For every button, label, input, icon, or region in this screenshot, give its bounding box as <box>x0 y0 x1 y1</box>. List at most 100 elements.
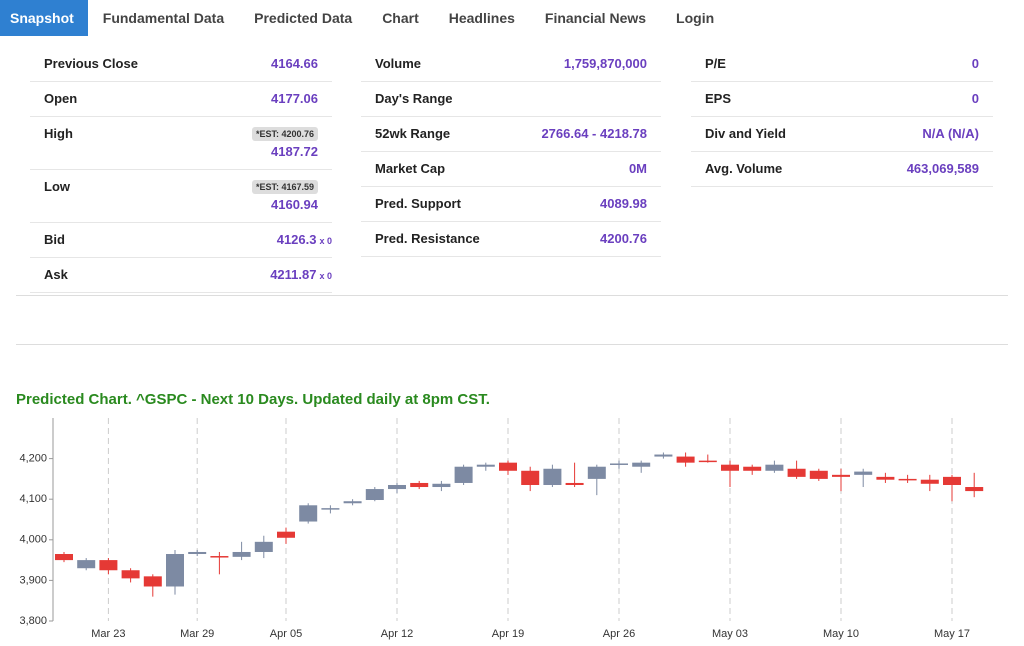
stat-value: 4160.94 <box>271 197 318 212</box>
value-text: 0 <box>971 56 979 71</box>
y-tick-label: 3,800 <box>19 615 47 627</box>
stat-value: 2766.64 - 4218.78 <box>541 126 647 141</box>
stat-value: 4126.3 x 0 <box>277 232 332 247</box>
stat-value: 4177.06 <box>271 91 318 106</box>
nav-tab[interactable]: Predicted Data <box>254 10 353 26</box>
candle-body <box>299 505 318 522</box>
nav-tab[interactable]: Login <box>676 10 715 26</box>
nav-bar: Snapshot Fundamental Data Predicted Data Ch… <box>0 0 729 36</box>
chart-title: Predicted Chart. ^GSPC - Next 10 Days. U… <box>16 391 490 408</box>
stat-value: 4164.66 <box>271 56 318 71</box>
stats-row: 52wk Range 2766.64 - 4218.78 <box>361 117 661 152</box>
candle-body <box>55 554 73 561</box>
candle-body <box>632 462 651 467</box>
candle-body <box>676 456 695 463</box>
stat-label: Ask <box>44 267 68 282</box>
candle-body <box>166 554 184 587</box>
candle-body <box>321 508 340 510</box>
value-text: N/A (N/A) <box>922 126 979 141</box>
stat-value: 0 <box>972 91 979 106</box>
candle-body <box>410 482 429 488</box>
y-tick-label: 3,900 <box>19 574 47 586</box>
stat-label: Pred. Resistance <box>375 231 480 246</box>
candle-body <box>432 483 451 488</box>
stats-column: Previous Close 4164.66 Open 4177.06 High *EST… <box>30 47 332 293</box>
stat-value: N/A (N/A) <box>922 126 979 141</box>
nav-tab[interactable]: Financial News <box>544 10 647 26</box>
candle-body <box>610 463 628 465</box>
candle-body <box>476 464 495 467</box>
stat-label: Div and Yield <box>705 126 786 141</box>
stat-label: 52wk Range <box>375 126 451 141</box>
x-tick-label: Apr 19 <box>492 628 524 640</box>
candle-body <box>898 478 917 481</box>
x-tick-label: May 03 <box>712 628 748 640</box>
y-tick-label: 4,100 <box>19 493 47 505</box>
candle-body <box>254 541 273 552</box>
stat-label: EPS <box>705 91 732 106</box>
stat-label: Low <box>44 179 70 194</box>
stats-row: Low *EST: 4167.59 4160.94 <box>30 170 332 223</box>
stats-row: High *EST: 4200.76 4187.72 <box>30 117 332 170</box>
value-text: 4160.94 <box>271 197 318 212</box>
candle-body <box>343 501 362 504</box>
stat-label: Day's Range <box>375 91 453 106</box>
nav-tab[interactable]: Fundamental Data <box>102 10 225 26</box>
nav-tab[interactable]: Headlines <box>448 10 515 26</box>
stat-value: 463,069,589 <box>907 161 979 176</box>
stat-label: Pred. Support <box>375 196 461 211</box>
stats-row: Market Cap 0M <box>361 152 661 187</box>
candle-body <box>99 560 118 571</box>
stat-label: Open <box>44 91 78 106</box>
stats-row: Day's Range <box>361 82 661 117</box>
candle-body <box>654 454 673 457</box>
value-text: 4200.76 <box>600 231 647 246</box>
value-text: 4089.98 <box>600 196 647 211</box>
x-tick-label: May 10 <box>823 628 859 640</box>
stat-label: Previous Close <box>44 56 138 71</box>
x-tick-label: Apr 26 <box>603 628 635 640</box>
stat-value: 0M <box>629 161 647 176</box>
candle-body <box>876 476 895 480</box>
estimate-badge: *EST: 4200.76 <box>251 127 318 141</box>
value-text: 4187.72 <box>271 144 318 159</box>
value-text: 4126.3 <box>276 232 317 247</box>
stats-column: P/E 0 EPS 0 Div and Yield N/A (N/A) Avg. Volum… <box>691 47 993 187</box>
nav-tab[interactable]: Snapshot <box>0 0 88 36</box>
stat-value: 4187.72 <box>271 144 318 159</box>
candle-body <box>743 466 762 471</box>
candle-body <box>388 484 406 490</box>
separator <box>16 295 1008 296</box>
stat-value: 0 <box>972 56 979 71</box>
separator <box>16 344 1008 345</box>
stats-row: P/E 0 <box>691 47 993 82</box>
candle-body <box>499 462 517 471</box>
candle-body <box>277 531 295 538</box>
stats-column: Volume 1,759,870,000 Day's Range 52wk Range… <box>361 47 661 257</box>
value-text: 4177.06 <box>271 91 318 106</box>
x-tick-label: Apr 05 <box>270 628 302 640</box>
stat-label: Volume <box>375 56 421 71</box>
candle-body <box>765 464 784 471</box>
candle-body <box>365 489 384 501</box>
stat-label: P/E <box>705 56 726 71</box>
stats-row: Volume 1,759,870,000 <box>361 47 661 82</box>
stat-value: 1,759,870,000 <box>564 56 647 71</box>
candle-body <box>787 468 806 477</box>
candle-body <box>454 466 473 483</box>
candle-body <box>143 576 162 587</box>
stat-value: 4200.76 <box>600 231 647 246</box>
candle-body <box>943 476 961 485</box>
candle-body <box>698 460 717 463</box>
stat-value: 4089.98 <box>600 196 647 211</box>
candle-body <box>77 560 96 569</box>
x-tick-label: Mar 29 <box>180 628 214 640</box>
stats-row: Ask 4211.87 x 0 <box>30 258 332 293</box>
nav-tab[interactable]: Chart <box>382 10 419 26</box>
candle-body <box>188 551 207 555</box>
x-tick-label: May 17 <box>934 628 970 640</box>
candle-body <box>210 556 229 558</box>
candle-body <box>543 468 562 485</box>
candle-body <box>232 551 251 557</box>
value-text: 1,759,870,000 <box>563 56 647 71</box>
